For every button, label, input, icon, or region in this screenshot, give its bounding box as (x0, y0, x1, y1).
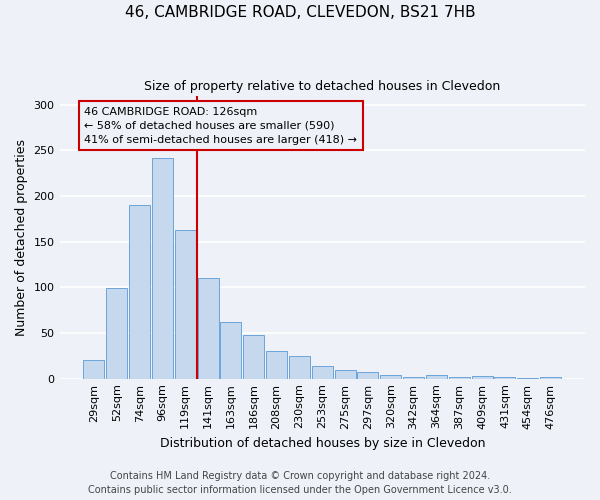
Y-axis label: Number of detached properties: Number of detached properties (15, 138, 28, 336)
Bar (289, 356, 310, 378)
Bar (449, 377, 470, 378)
Text: Contains HM Land Registry data © Crown copyright and database right 2024.
Contai: Contains HM Land Registry data © Crown c… (88, 471, 512, 495)
Bar (175, 230, 196, 378)
Bar (312, 366, 333, 378)
Text: 46 CAMBRIDGE ROAD: 126sqm
← 58% of detached houses are smaller (590)
41% of semi: 46 CAMBRIDGE ROAD: 126sqm ← 58% of detac… (85, 106, 358, 144)
Bar (266, 352, 287, 378)
Bar (106, 288, 127, 378)
Bar (494, 377, 515, 378)
Bar (426, 375, 447, 378)
Bar (243, 335, 264, 378)
X-axis label: Distribution of detached houses by size in Clevedon: Distribution of detached houses by size … (160, 437, 485, 450)
Bar (129, 205, 150, 378)
Bar (380, 375, 401, 378)
Bar (540, 377, 561, 378)
Bar (152, 158, 173, 378)
Bar (197, 278, 218, 378)
Title: Size of property relative to detached houses in Clevedon: Size of property relative to detached ho… (144, 80, 500, 93)
Bar (358, 372, 379, 378)
Bar (220, 322, 241, 378)
Text: 46, CAMBRIDGE ROAD, CLEVEDON, BS21 7HB: 46, CAMBRIDGE ROAD, CLEVEDON, BS21 7HB (125, 5, 475, 20)
Bar (403, 377, 424, 378)
Bar (335, 370, 356, 378)
Bar (83, 360, 104, 378)
Bar (472, 376, 493, 378)
